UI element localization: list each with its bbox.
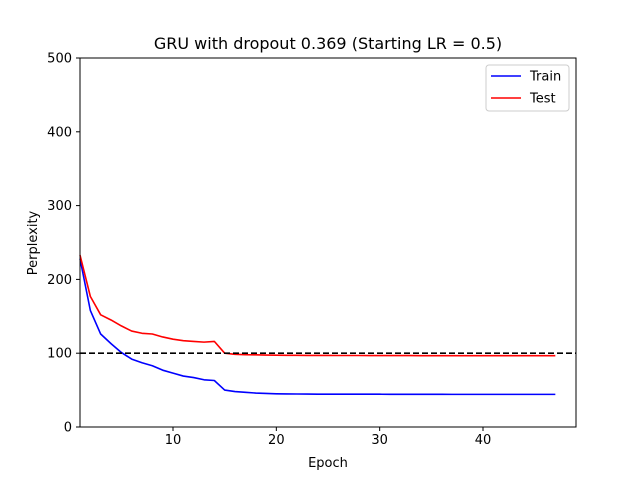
y-tick-label: 0	[64, 421, 72, 436]
series-line-test	[79, 254, 556, 357]
x-axis-ticks: 10 20 30 40	[165, 427, 492, 448]
legend-label-train: Train	[529, 70, 561, 85]
x-tick-label: 20	[268, 433, 285, 448]
series-line-train	[79, 258, 556, 396]
x-tick-label: 30	[371, 433, 388, 448]
x-tick-label: 10	[165, 433, 182, 448]
y-tick-label: 200	[47, 273, 72, 288]
y-axis-label: Perplexity	[26, 210, 41, 275]
x-tick-label: 40	[475, 433, 492, 448]
x-axis-label: Epoch	[308, 456, 348, 471]
y-tick-label: 400	[47, 125, 72, 140]
y-tick-label: 500	[47, 52, 72, 67]
y-tick-label: 300	[47, 199, 72, 214]
chart-title: GRU with dropout 0.369 (Starting LR = 0.…	[154, 34, 502, 53]
plot-frame	[79, 57, 577, 428]
legend: Train Test	[485, 64, 570, 112]
series-layer	[79, 254, 556, 396]
y-tick-label: 100	[47, 347, 72, 362]
legend-label-test: Test	[529, 92, 556, 107]
y-axis-ticks: 0 100 200 300 400 500	[47, 52, 80, 436]
